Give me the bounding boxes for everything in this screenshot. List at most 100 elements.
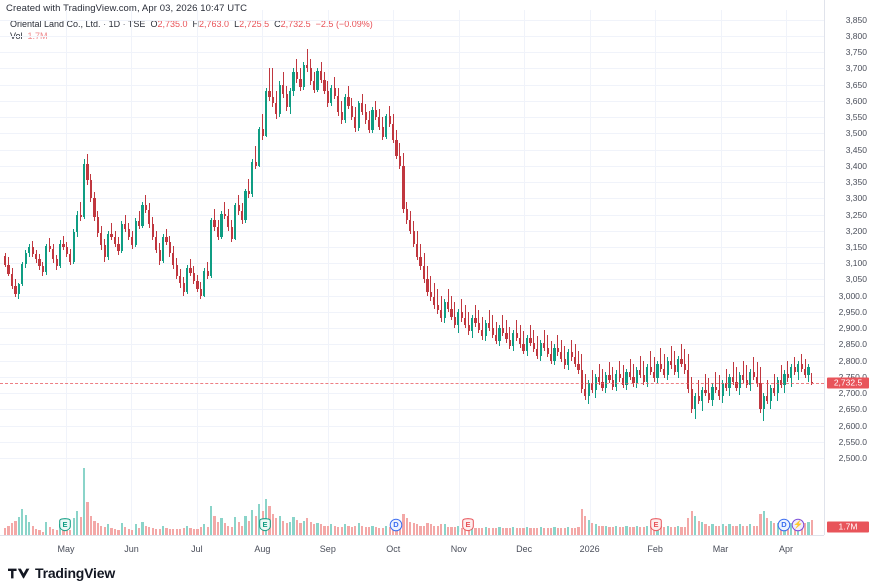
volume-bar[interactable] bbox=[330, 524, 333, 540]
volume-bar[interactable] bbox=[642, 526, 645, 540]
volume-bar[interactable] bbox=[234, 517, 237, 540]
volume-bar[interactable] bbox=[398, 520, 402, 540]
volume-bar[interactable] bbox=[367, 526, 371, 540]
volume-bar[interactable] bbox=[52, 529, 55, 540]
volume-bar[interactable] bbox=[240, 525, 244, 540]
volume-bar[interactable] bbox=[127, 529, 130, 540]
volume-bar[interactable] bbox=[673, 526, 676, 540]
volume-bar[interactable] bbox=[776, 523, 779, 540]
volume-bar[interactable] bbox=[213, 516, 216, 540]
volume-bar[interactable] bbox=[666, 525, 669, 540]
volume-bar[interactable] bbox=[556, 528, 559, 540]
volume-bar[interactable] bbox=[769, 520, 772, 540]
legend-resolution[interactable]: 1D bbox=[108, 19, 121, 29]
volume-bar[interactable] bbox=[786, 524, 790, 540]
volume-bar[interactable] bbox=[134, 524, 137, 540]
volume-bar[interactable] bbox=[364, 526, 367, 540]
volume-bar[interactable] bbox=[412, 523, 415, 540]
volume-bar[interactable] bbox=[395, 523, 398, 540]
volume-bar[interactable] bbox=[429, 524, 432, 540]
volume-bar[interactable] bbox=[488, 528, 491, 540]
volume-bar[interactable] bbox=[58, 524, 62, 540]
volume-bar[interactable] bbox=[203, 524, 206, 540]
volume-bar[interactable] bbox=[275, 518, 278, 540]
volume-bar[interactable] bbox=[196, 529, 199, 540]
volume-bar[interactable] bbox=[79, 517, 82, 540]
volume-bar[interactable] bbox=[622, 526, 625, 540]
volume-bar[interactable] bbox=[45, 522, 48, 540]
volume-bar[interactable] bbox=[690, 511, 693, 540]
volume-bar[interactable] bbox=[481, 528, 484, 540]
volume-bar[interactable] bbox=[10, 523, 14, 540]
volume-bar[interactable] bbox=[543, 528, 546, 540]
volume-bar[interactable] bbox=[237, 522, 240, 540]
volume-bar[interactable] bbox=[525, 526, 529, 540]
volume-bar[interactable] bbox=[443, 524, 446, 540]
volume-bar[interactable] bbox=[405, 518, 408, 540]
volume-bar[interactable] bbox=[172, 529, 175, 540]
volume-bar[interactable] bbox=[563, 528, 566, 540]
volume-bar[interactable] bbox=[210, 506, 213, 540]
volume-bar[interactable] bbox=[560, 528, 563, 540]
volume-bar[interactable] bbox=[113, 529, 117, 540]
volume-bar[interactable] bbox=[326, 525, 329, 540]
volume-bar[interactable] bbox=[762, 511, 765, 540]
volume-bar[interactable] bbox=[107, 524, 110, 540]
volume-bar[interactable] bbox=[711, 524, 714, 540]
volume-bar[interactable] bbox=[625, 525, 628, 540]
volume-bar[interactable] bbox=[247, 520, 250, 540]
volume-bar[interactable] bbox=[718, 525, 721, 540]
volume-bar[interactable] bbox=[436, 525, 439, 540]
volume-bar[interactable] bbox=[467, 528, 470, 540]
volume-bar[interactable] bbox=[289, 522, 292, 540]
volume-bar[interactable] bbox=[549, 528, 553, 540]
volume-bar[interactable] bbox=[512, 526, 515, 540]
volume-bar[interactable] bbox=[505, 528, 508, 540]
event-marker-earnings[interactable]: E bbox=[259, 518, 272, 532]
volume-bar[interactable] bbox=[779, 524, 783, 540]
volume-bar[interactable] bbox=[773, 523, 776, 540]
volume-bar[interactable] bbox=[594, 524, 597, 540]
volume-bar[interactable] bbox=[707, 525, 711, 540]
volume-bar[interactable] bbox=[714, 525, 717, 540]
volume-bar[interactable] bbox=[409, 522, 412, 540]
volume-bar[interactable] bbox=[158, 529, 161, 540]
volume-bar[interactable] bbox=[381, 528, 384, 540]
volume-bar[interactable] bbox=[450, 526, 453, 540]
volume-bar[interactable] bbox=[701, 522, 704, 540]
volume-bar[interactable] bbox=[522, 528, 525, 540]
volume-bar[interactable] bbox=[392, 525, 395, 540]
volume-bar[interactable] bbox=[519, 528, 522, 540]
volume-bar[interactable] bbox=[309, 522, 312, 540]
volume-bar[interactable] bbox=[83, 468, 86, 540]
volume-bar[interactable] bbox=[529, 528, 532, 540]
volume-bar[interactable] bbox=[337, 526, 340, 540]
volume-bar[interactable] bbox=[285, 523, 288, 540]
volume-bar[interactable] bbox=[464, 528, 467, 540]
volume-bar[interactable] bbox=[31, 525, 34, 540]
chart-plot-area[interactable] bbox=[0, 10, 824, 540]
volume-bar[interactable] bbox=[484, 526, 487, 540]
volume-bar[interactable] bbox=[611, 526, 614, 540]
volume-bar[interactable] bbox=[96, 523, 99, 540]
volume-bar[interactable] bbox=[570, 528, 573, 540]
volume-bar[interactable] bbox=[299, 523, 302, 540]
volume-bar[interactable] bbox=[470, 526, 474, 540]
volume-bar[interactable] bbox=[227, 525, 230, 540]
volume-bar[interactable] bbox=[422, 525, 426, 540]
volume-bar[interactable] bbox=[137, 528, 141, 540]
price-axis[interactable]: 3,850 3,800 3,750 3,700 3,650 3,600 3,550 3,500… bbox=[824, 0, 870, 535]
volume-bar[interactable] bbox=[598, 525, 601, 540]
volume-bar[interactable] bbox=[151, 528, 154, 540]
volume-bar[interactable] bbox=[508, 528, 511, 540]
volume-bar[interactable] bbox=[663, 526, 666, 540]
volume-bar[interactable] bbox=[254, 516, 257, 540]
volume-bar[interactable] bbox=[361, 525, 364, 540]
volume-bar[interactable] bbox=[632, 526, 635, 540]
volume-bar[interactable] bbox=[587, 519, 590, 540]
volume-bar[interactable] bbox=[251, 510, 254, 540]
volume-bar[interactable] bbox=[175, 529, 178, 540]
volume-bar[interactable] bbox=[323, 525, 326, 540]
volume-bar[interactable] bbox=[680, 526, 683, 540]
volume-bar[interactable] bbox=[573, 528, 577, 540]
